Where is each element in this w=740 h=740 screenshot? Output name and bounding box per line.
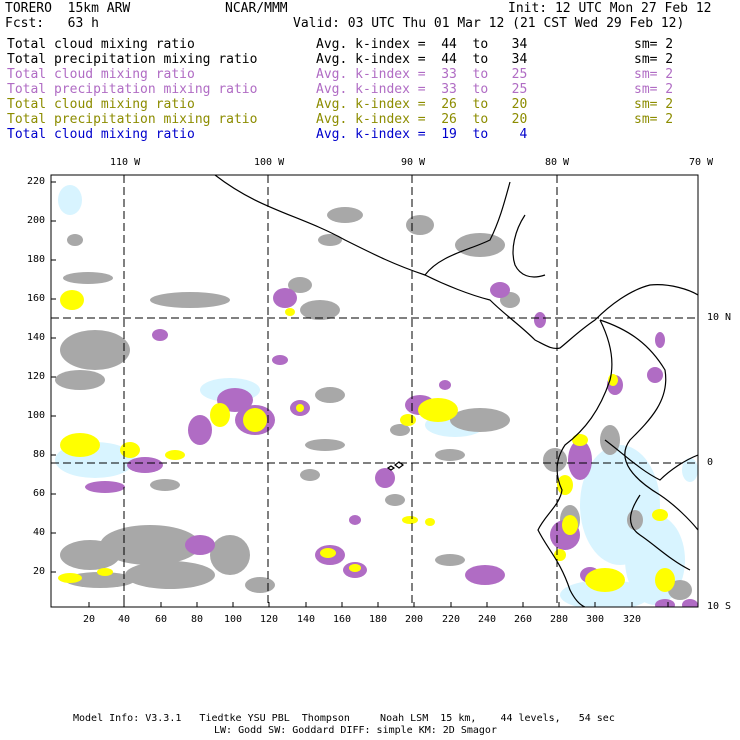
legend-smoothing: sm= 2	[634, 52, 674, 67]
valid-time: Valid: 03 UTC Thu 01 Mar 12 (21 CST Wed …	[293, 16, 685, 31]
lat-label-0: 0	[707, 457, 714, 468]
field-layer	[51, 175, 698, 607]
forecast-hour: Fcst: 63 h	[5, 16, 99, 31]
x-tick-label: 160	[333, 614, 352, 625]
x-tick-label: 280	[550, 614, 569, 625]
legend-row-1: Total cloud mixing ratio Avg. k-index = …	[7, 37, 732, 52]
model-info-line-2: LW: Godd SW: Goddard DIFF: simple KM: 2D…	[214, 725, 497, 736]
legend-kindex: Avg. k-index = 44 to 34	[316, 52, 528, 67]
legend-field: Total precipitation mixing ratio	[7, 112, 258, 127]
legend-row-6: Total precipitation mixing ratio Avg. k-…	[7, 112, 732, 127]
lat-label-10s: 10 S	[707, 601, 732, 612]
purple-cloud-areas	[85, 282, 698, 607]
y-tick-label: 180	[27, 254, 46, 265]
y-tick-label: 100	[27, 410, 46, 421]
legend-kindex: Avg. k-index = 19 to 4	[316, 127, 528, 142]
x-tick-label: 240	[478, 614, 497, 625]
lon-label-110w: 110 W	[110, 157, 141, 168]
x-tick-label: 320	[623, 614, 642, 625]
y-tick-label: 220	[27, 176, 46, 187]
legend-field: Total precipitation mixing ratio	[7, 82, 258, 97]
plot-frame	[50, 174, 699, 608]
x-tick-label: 120	[260, 614, 279, 625]
legend-smoothing: sm= 2	[634, 82, 674, 97]
x-tick-label: 20	[83, 614, 96, 625]
legend-row-4: Total precipitation mixing ratio Avg. k-…	[7, 82, 732, 97]
x-tick-label: 260	[514, 614, 533, 625]
legend-row-2: Total precipitation mixing ratio Avg. k-…	[7, 52, 732, 67]
x-tick-label: 220	[442, 614, 461, 625]
x-tick-label: 60	[155, 614, 168, 625]
coastlines	[214, 175, 698, 607]
lon-label-100w: 100 W	[254, 157, 285, 168]
legend-smoothing: sm= 2	[634, 97, 674, 112]
legend-field: Total cloud mixing ratio	[7, 97, 195, 112]
lon-label-70w: 70 W	[689, 157, 714, 168]
axis-ticks	[51, 181, 669, 607]
legend-kindex: Avg. k-index = 44 to 34	[316, 37, 528, 52]
x-tick-label: 300	[586, 614, 605, 625]
legend-field: Total cloud mixing ratio	[7, 127, 195, 142]
lon-label-90w: 90 W	[401, 157, 426, 168]
y-tick-label: 120	[27, 371, 46, 382]
lon-label-80w: 80 W	[545, 157, 570, 168]
y-tick-label: 200	[27, 215, 46, 226]
y-tick-label: 140	[27, 332, 46, 343]
y-tick-label: 40	[33, 527, 46, 538]
model-title: TORERO 15km ARW	[5, 1, 131, 16]
legend-row-3: Total cloud mixing ratio Avg. k-index = …	[7, 67, 732, 82]
x-tick-label: 100	[224, 614, 243, 625]
org-label: NCAR/MMM	[225, 1, 288, 16]
legend-kindex: Avg. k-index = 26 to 20	[316, 97, 528, 112]
legend-smoothing: sm= 2	[634, 37, 674, 52]
legend-smoothing: sm= 2	[634, 112, 674, 127]
x-tick-label: 140	[297, 614, 316, 625]
legend-field: Total cloud mixing ratio	[7, 37, 195, 52]
latlon-grid	[51, 175, 698, 607]
legend-field: Total cloud mixing ratio	[7, 67, 195, 82]
y-tick-label: 60	[33, 488, 46, 499]
x-tick-label: 80	[191, 614, 204, 625]
y-tick-label: 20	[33, 566, 46, 577]
legend-row-7: Total cloud mixing ratio Avg. k-index = …	[7, 127, 732, 142]
legend-kindex: Avg. k-index = 33 to 25	[316, 67, 528, 82]
legend-row-5: Total cloud mixing ratio Avg. k-index = …	[7, 97, 732, 112]
legend-field: Total precipitation mixing ratio	[7, 52, 258, 67]
legend-smoothing: sm= 2	[634, 67, 674, 82]
y-tick-label: 160	[27, 293, 46, 304]
legend-kindex: Avg. k-index = 26 to 20	[316, 112, 528, 127]
init-time: Init: 12 UTC Mon 27 Feb 12	[508, 1, 712, 16]
yellow-cloud-areas	[58, 290, 675, 592]
lat-label-10n: 10 N	[707, 312, 732, 323]
model-info-line-1: Model Info: V3.3.1 Tiedtke YSU PBL Thomp…	[73, 713, 615, 724]
x-tick-label: 180	[369, 614, 388, 625]
x-tick-label: 40	[118, 614, 131, 625]
legend-kindex: Avg. k-index = 33 to 25	[316, 82, 528, 97]
gray-cloud-areas	[55, 207, 692, 600]
x-tick-label: 200	[405, 614, 424, 625]
y-tick-label: 80	[33, 449, 46, 460]
